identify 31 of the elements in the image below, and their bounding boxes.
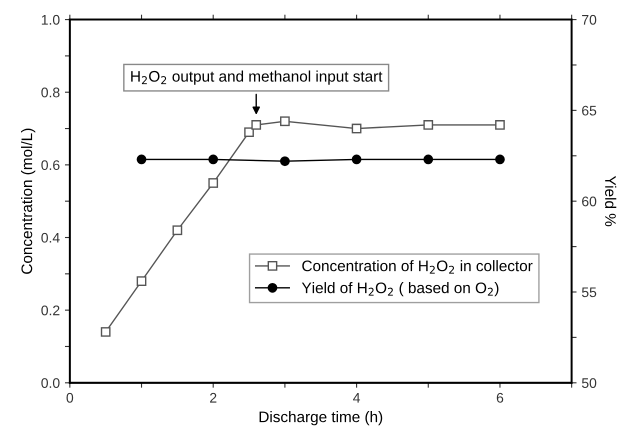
y2-axis-title: Yield % (605, 176, 616, 226)
point (251, 120, 262, 130)
y2-tick-label: 60 (582, 196, 596, 206)
y2-tick-label: 70 (582, 14, 596, 25)
y2-tick-label: 55 (582, 287, 596, 298)
y-tick-label: 1.0 (42, 14, 60, 25)
point (172, 225, 182, 236)
y-axis-title: Concentration (mol/L) (21, 128, 36, 274)
annotation: H$_{2}$O$_{2}$ output and methanol input start (131, 70, 382, 85)
x-axis-title: Discharge time (h) (260, 411, 382, 426)
point (136, 276, 146, 286)
y-tick-label: 0.0 (41, 378, 60, 388)
point (280, 116, 290, 126)
y-tick-label: 0.4 (41, 232, 60, 243)
point (208, 178, 218, 188)
y-tick-label: 0.2 (41, 305, 60, 316)
y2-tick-label: 50 (582, 378, 596, 388)
x-tick-label: 2 (210, 392, 216, 403)
point (100, 327, 111, 337)
point (352, 124, 362, 134)
legend-label: Concentration of H$_{2}$O$_{2}$ in collector (302, 260, 533, 274)
x-tick-label: 0 (66, 392, 74, 403)
legend-label: Yield of H$_{2}$O$_{2}$ ( based on O$_{2}$) (302, 282, 498, 296)
x-tick-label: 6 (496, 392, 504, 403)
point (244, 127, 254, 138)
y-tick-label: 0.8 (41, 88, 60, 98)
x-tick-label: 4 (353, 393, 360, 403)
point (495, 120, 505, 130)
y2-tick-label: 65 (582, 106, 596, 116)
y-tick-label: 0.6 (41, 160, 60, 170)
point (423, 120, 434, 130)
